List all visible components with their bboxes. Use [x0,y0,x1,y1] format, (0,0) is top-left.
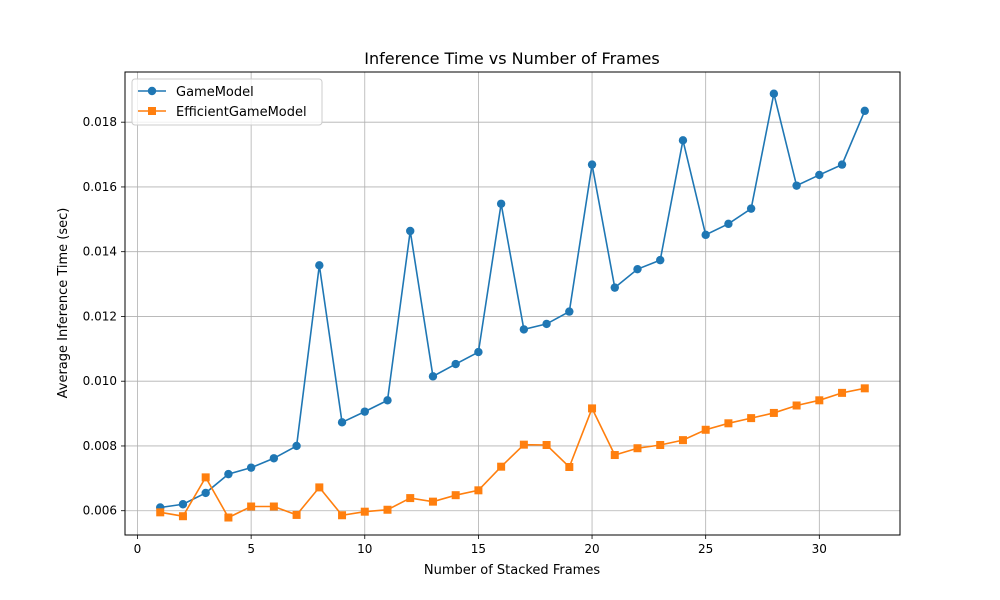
y-tick-label: 0.006 [83,504,117,518]
series-layer [156,89,869,522]
x-tick-label: 20 [584,542,599,556]
data-point [610,283,619,292]
data-point [588,404,597,413]
data-point [633,264,642,274]
data-point [451,359,460,369]
data-point [656,440,665,449]
data-point [815,396,824,405]
series-gamemodel [156,89,869,512]
x-tick-label: 25 [698,542,713,556]
series-efficientgamemodel [156,384,869,522]
x-tick-label: 15 [471,542,486,556]
data-point [542,319,551,329]
x-axis-label: Number of Stacked Frames [424,563,600,578]
y-tick-label: 0.016 [83,180,117,194]
data-point [519,325,529,334]
data-point [610,451,619,460]
data-point [587,160,597,169]
data-point [315,261,324,270]
data-point [565,463,574,472]
data-point [519,440,528,449]
data-point [292,441,301,451]
legend-label-gamemodel: GameModel [176,85,254,100]
data-point [746,204,756,213]
data-point [769,408,778,417]
data-point [837,160,847,169]
data-point [633,444,642,453]
data-point [496,199,506,208]
data-point [247,502,256,511]
x-tick-label: 0 [134,542,142,556]
data-point [269,502,278,511]
x-tick-label: 10 [357,542,372,556]
legend-box [131,78,323,126]
data-point [701,230,710,240]
data-point [269,454,279,463]
data-point [428,497,437,506]
data-point [565,307,574,316]
data-point [815,170,824,180]
ticks: 0 5 10 15 20 25 30 0.006 0.008 0.010 0.012 0.014 0.0… [83,115,827,556]
legend-marker-gamemodel [147,86,157,96]
data-point [360,407,369,416]
legend: GameModel EfficientGameModel [131,78,323,126]
data-point [497,462,506,471]
y-tick-label: 0.010 [83,374,117,388]
y-tick-label: 0.018 [83,115,117,129]
data-point [383,505,392,514]
data-point [246,463,256,472]
data-point [542,440,551,449]
data-point [292,510,301,519]
data-point [724,419,733,428]
data-point [792,401,801,410]
data-point [792,181,801,190]
data-point [178,500,188,509]
y-tick-label: 0.012 [83,309,117,323]
y-tick-label: 0.008 [83,439,117,453]
legend-label-efficientgamemodel: EfficientGameModel [176,105,307,120]
x-tick-label: 5 [247,542,255,556]
data-point [224,513,233,522]
data-point [201,473,210,482]
data-point [474,486,483,495]
data-point [156,508,165,517]
data-point [360,507,369,516]
data-point [406,226,415,236]
y-tick-label: 0.014 [83,245,117,259]
data-point [474,347,483,357]
y-axis-label: Average Inference Time (sec) [56,208,71,399]
data-point [406,494,415,503]
x-tick-label: 30 [812,542,827,556]
data-point [337,418,347,427]
plot-frame [124,71,901,536]
data-point [338,511,347,520]
data-point [224,469,233,479]
data-point [656,255,665,265]
data-point [860,106,869,116]
data-point [678,436,687,445]
data-point [747,414,756,423]
data-point [383,396,392,405]
series-line-gamemodel [160,93,866,509]
data-point [724,219,733,229]
data-point [678,136,688,145]
chart-title: Inference Time vs Number of Frames [364,49,659,68]
legend-marker-efficientgamemodel [148,107,156,115]
data-point [769,89,779,98]
data-point [860,384,869,393]
data-point [201,488,210,498]
data-point [701,425,710,434]
data-point [838,388,847,397]
data-point [178,512,187,521]
data-point [428,372,438,381]
data-point [315,483,324,492]
data-point [451,491,460,500]
grid [125,72,900,535]
